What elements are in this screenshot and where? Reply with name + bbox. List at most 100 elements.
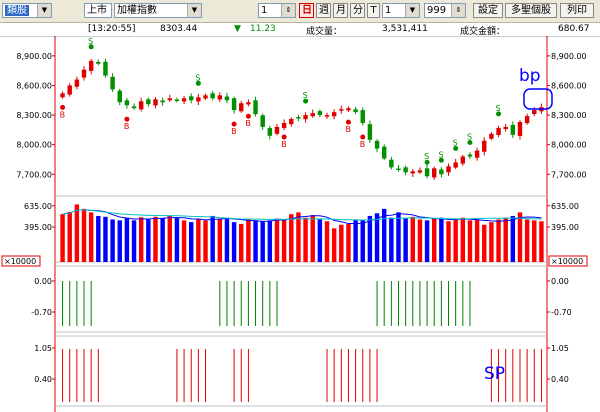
sell-signal-dot: [424, 159, 430, 165]
buy-signal-dot: [231, 121, 237, 127]
volume-bar: [103, 216, 108, 262]
volume-bar: [360, 220, 365, 262]
volume-bar: [396, 212, 401, 262]
candle-body: [217, 95, 223, 100]
candle-body: [489, 133, 494, 139]
volume-label: 成交量：: [306, 27, 343, 37]
volume-bar: [524, 219, 530, 262]
volume-bar: [60, 214, 65, 262]
buy-signal-label: B: [281, 140, 287, 149]
count1-spinner[interactable]: 1 ⇕: [258, 3, 296, 18]
price-tick-label: 7,700.00: [551, 170, 587, 179]
volume-bar: [196, 218, 201, 262]
candle-body: [239, 103, 244, 112]
quote-time: [13:20:55]: [88, 24, 136, 34]
indicator2-tick-label: 0.40: [551, 375, 569, 384]
volume-bar: [217, 218, 223, 262]
candle-body: [124, 100, 130, 106]
volume-bar: [189, 222, 194, 262]
volume-tick-label: 395.00: [24, 223, 52, 232]
volume-bar: [374, 213, 380, 262]
indicator2-series: [62, 349, 542, 402]
candle-body: [160, 100, 165, 103]
category-select[interactable]: 類股 ▼: [2, 3, 52, 18]
volume-series: [60, 204, 544, 262]
count2-select[interactable]: 1 ▼: [382, 3, 420, 18]
candle-body: [317, 111, 323, 116]
buy-signal-dot: [245, 113, 251, 119]
indicator1-tick-label: -0.70: [551, 308, 572, 317]
quote-change: 11.23: [250, 24, 276, 34]
period-day-button[interactable]: 日: [299, 3, 314, 18]
volume-value: 3,531,411: [382, 24, 428, 34]
amount-value: 680.67: [558, 24, 590, 34]
volume-bar: [181, 220, 187, 262]
buy-signal-label: B: [231, 127, 237, 136]
volume-bar: [460, 217, 466, 262]
volume-bar: [260, 221, 265, 262]
volume-bar: [539, 221, 544, 262]
market-value: 上市: [87, 5, 107, 16]
candle-body: [88, 60, 94, 71]
volume-bar: [432, 218, 437, 262]
period-week-button[interactable]: 週: [316, 3, 331, 18]
t-button[interactable]: T: [367, 3, 380, 18]
bars-spinner[interactable]: 999 ⇕: [424, 3, 466, 18]
index-select[interactable]: 加權指數 ▼: [114, 3, 202, 18]
volume-bar: [253, 220, 258, 262]
market-select[interactable]: 上市: [84, 3, 112, 18]
price-tick-label: 8,000.00: [16, 141, 52, 150]
multi-stock-button[interactable]: 多聖個股: [505, 3, 557, 18]
candle-body: [396, 168, 401, 171]
volume-bar: [124, 217, 130, 262]
indicator2-tick-label: 1.05: [34, 344, 52, 353]
period-month-button[interactable]: 月: [333, 3, 348, 18]
buy-signal-label: B: [345, 125, 351, 134]
volume-bar: [503, 217, 508, 262]
volume-bar: [110, 219, 115, 262]
indicator2-tick-label: 1.05: [551, 344, 569, 353]
volume-bar: [174, 217, 180, 262]
candle-body: [432, 168, 437, 178]
sell-signal-dot: [453, 145, 459, 151]
period-minute-button[interactable]: 分: [350, 3, 365, 18]
sell-signal-dot: [195, 80, 201, 86]
stock-chart[interactable]: 8,900.00 8,600.00 8,300.00 8,000.00 7,700.00…: [0, 36, 600, 412]
candle-body: [410, 171, 415, 174]
print-button[interactable]: 列印: [560, 3, 594, 18]
candle-body: [203, 95, 208, 99]
price-tick-label: 8,300.00: [551, 111, 587, 120]
candle-body: [289, 119, 294, 125]
volume-bar: [517, 212, 523, 262]
left-axis: 8,900.00 8,600.00 8,300.00 8,000.00 7,700.00…: [1, 52, 52, 384]
candle-body: [374, 140, 380, 149]
bp-highlight-box: [523, 88, 553, 110]
candle-body: [517, 121, 523, 136]
candle-body: [146, 99, 151, 105]
volume-ma-long-line: [62, 209, 542, 221]
volume-bar: [489, 222, 494, 262]
candle-body: [246, 102, 251, 105]
volume-bar: [289, 214, 294, 262]
candle-body: [324, 115, 330, 117]
bp-annotation: bp: [519, 66, 541, 86]
down-arrow-icon: ▼: [234, 24, 241, 34]
candle-body: [189, 96, 194, 101]
volume-bar: [353, 219, 358, 262]
candle-body: [96, 61, 101, 64]
volume-bar: [424, 220, 430, 262]
sell-signal-dot: [303, 98, 309, 104]
candle-body: [281, 122, 287, 129]
candle-body: [346, 108, 351, 111]
sell-signal-label: S: [438, 150, 443, 159]
price-tick-label: 7,700.00: [16, 170, 52, 179]
volume-bar: [281, 219, 287, 262]
volume-bar: [146, 219, 151, 262]
sell-signal-dot: [467, 140, 473, 146]
buy-signal-label: B: [124, 122, 130, 131]
candle-body: [310, 113, 315, 117]
volume-bar: [246, 219, 251, 262]
candle-body: [210, 93, 215, 99]
volume-bar: [446, 221, 451, 262]
settings-button[interactable]: 設定: [473, 3, 503, 18]
